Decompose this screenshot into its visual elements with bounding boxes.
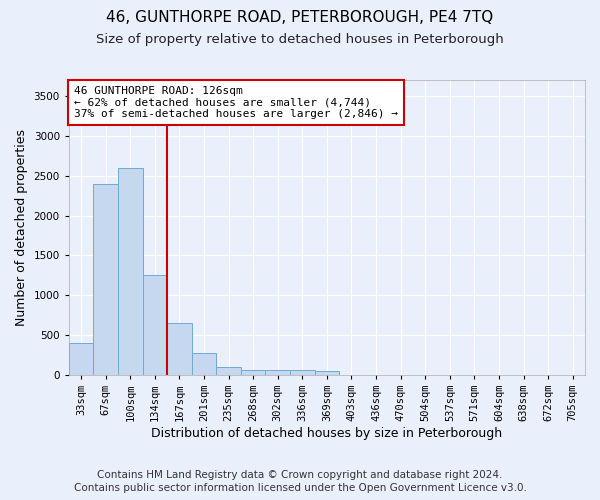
X-axis label: Distribution of detached houses by size in Peterborough: Distribution of detached houses by size … (151, 427, 502, 440)
Text: Contains HM Land Registry data © Crown copyright and database right 2024.: Contains HM Land Registry data © Crown c… (97, 470, 503, 480)
Y-axis label: Number of detached properties: Number of detached properties (15, 129, 28, 326)
Bar (143, 276, 167, 375)
Bar (290, 370, 314, 375)
Bar (69, 343, 94, 375)
Text: Size of property relative to detached houses in Peterborough: Size of property relative to detached ho… (96, 32, 504, 46)
Bar (192, 354, 217, 375)
Bar (94, 184, 118, 375)
Bar (167, 323, 192, 375)
Bar (118, 168, 143, 375)
Bar (314, 371, 339, 375)
Bar (217, 367, 241, 375)
Text: 46, GUNTHORPE ROAD, PETERBOROUGH, PE4 7TQ: 46, GUNTHORPE ROAD, PETERBOROUGH, PE4 7T… (106, 10, 494, 25)
Text: 46 GUNTHORPE ROAD: 126sqm
← 62% of detached houses are smaller (4,744)
37% of se: 46 GUNTHORPE ROAD: 126sqm ← 62% of detac… (74, 86, 398, 119)
Text: Contains public sector information licensed under the Open Government Licence v3: Contains public sector information licen… (74, 483, 526, 493)
Bar (265, 370, 290, 375)
Bar (241, 370, 265, 375)
